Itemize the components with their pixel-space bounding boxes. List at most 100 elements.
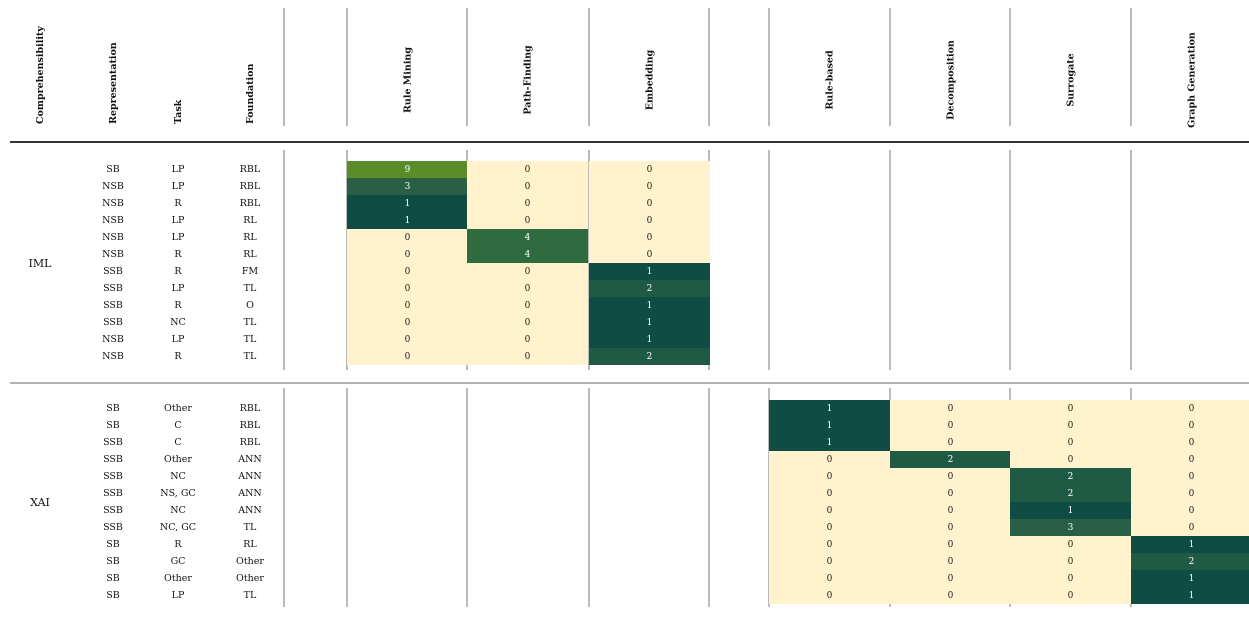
cell-value: 0 bbox=[1068, 455, 1074, 465]
representation-label: SSB bbox=[103, 488, 123, 499]
heatmap-cell bbox=[589, 314, 710, 331]
cell-value: 1 bbox=[647, 318, 653, 328]
representation-label: NSB bbox=[102, 215, 124, 226]
task-label: Other bbox=[164, 454, 192, 465]
cell-value: 0 bbox=[948, 523, 954, 533]
heatmap-cell bbox=[1010, 485, 1131, 502]
task-label: LP bbox=[172, 232, 185, 243]
heatmap-cell bbox=[467, 263, 588, 280]
cell-value: 0 bbox=[1189, 455, 1195, 465]
heatmap-cell bbox=[467, 280, 588, 297]
cell-value: 0 bbox=[827, 455, 833, 465]
cell-value: 1 bbox=[827, 404, 833, 414]
task-label: NC bbox=[170, 505, 186, 516]
cell-value: 0 bbox=[647, 216, 653, 226]
heatmap-cell bbox=[1010, 451, 1131, 468]
cell-value: 0 bbox=[948, 404, 954, 414]
heatmap-cell bbox=[589, 348, 710, 365]
heatmap-cell bbox=[890, 570, 1011, 587]
cell-value: 1 bbox=[405, 216, 411, 226]
task-label: LP bbox=[172, 181, 185, 192]
heatmap-cell bbox=[467, 314, 588, 331]
foundation-label: RBL bbox=[240, 437, 261, 448]
task-label: Other bbox=[164, 403, 192, 414]
foundation-label: TL bbox=[244, 334, 257, 345]
cell-value: 2 bbox=[1068, 472, 1074, 482]
heatmap-cell bbox=[1010, 519, 1131, 536]
heatmap-cell bbox=[467, 331, 588, 348]
column-header: Embedding bbox=[645, 49, 656, 110]
task-label: NC bbox=[170, 317, 186, 328]
task-label: LP bbox=[172, 590, 185, 601]
representation-label: SSB bbox=[103, 283, 123, 294]
cell-value: 0 bbox=[827, 506, 833, 516]
cell-value: 4 bbox=[525, 233, 531, 243]
heatmap-cell bbox=[1131, 434, 1249, 451]
heatmap-cell bbox=[1131, 417, 1249, 434]
task-label: R bbox=[174, 539, 182, 550]
heatmap-cell bbox=[769, 400, 890, 417]
heatmap-cell bbox=[890, 536, 1011, 553]
cell-value: 0 bbox=[647, 250, 653, 260]
representation-label: NSB bbox=[102, 334, 124, 345]
heatmap-cell bbox=[1131, 485, 1249, 502]
representation-label: NSB bbox=[102, 198, 124, 209]
foundation-label: TL bbox=[244, 590, 257, 601]
heatmap-cell bbox=[890, 400, 1011, 417]
cell-value: 0 bbox=[1068, 591, 1074, 601]
representation-label: SSB bbox=[103, 522, 123, 533]
cell-value: 0 bbox=[525, 301, 531, 311]
heatmap-cell bbox=[589, 280, 710, 297]
foundation-label: ANN bbox=[237, 488, 262, 499]
heatmap-cell bbox=[467, 297, 588, 314]
heatmap-cell bbox=[1131, 502, 1249, 519]
cell-value: 0 bbox=[525, 284, 531, 294]
task-label: R bbox=[174, 266, 182, 277]
heatmap-cell bbox=[347, 331, 468, 348]
cell-value: 9 bbox=[405, 165, 411, 175]
foundation-label: TL bbox=[244, 317, 257, 328]
representation-label: NSB bbox=[102, 249, 124, 260]
heatmap-cell bbox=[589, 246, 710, 263]
heatmap-cell bbox=[1010, 553, 1131, 570]
cell-value: 1 bbox=[405, 199, 411, 209]
representation-label: SSB bbox=[103, 317, 123, 328]
cell-value: 0 bbox=[647, 182, 653, 192]
cell-value: 0 bbox=[827, 489, 833, 499]
task-label: R bbox=[174, 351, 182, 362]
row-header-label: Comprehensibility bbox=[35, 26, 46, 124]
heatmap-cell bbox=[467, 246, 588, 263]
cell-value: 1 bbox=[827, 421, 833, 431]
cell-value: 0 bbox=[525, 199, 531, 209]
representation-label: NSB bbox=[102, 181, 124, 192]
cell-value: 2 bbox=[647, 352, 653, 362]
group-label: IML bbox=[29, 257, 53, 270]
heatmap-cell bbox=[589, 161, 710, 178]
heatmap-cell bbox=[1131, 570, 1249, 587]
representation-label: SB bbox=[106, 556, 120, 567]
heatmap-cell bbox=[1010, 434, 1131, 451]
heatmap-cell bbox=[589, 212, 710, 229]
cell-value: 0 bbox=[1189, 523, 1195, 533]
cell-value: 0 bbox=[827, 540, 833, 550]
heatmap-cell bbox=[589, 195, 710, 212]
cell-value: 0 bbox=[948, 557, 954, 567]
heatmap-cell bbox=[589, 331, 710, 348]
foundation-label: RBL bbox=[240, 164, 261, 175]
heatmap-cell bbox=[347, 297, 468, 314]
representation-label: NSB bbox=[102, 232, 124, 243]
cell-value: 2 bbox=[1068, 489, 1074, 499]
cell-value: 0 bbox=[827, 472, 833, 482]
foundation-label: RL bbox=[243, 232, 257, 243]
foundation-label: TL bbox=[244, 283, 257, 294]
representation-label: SB bbox=[106, 590, 120, 601]
cell-value: 0 bbox=[827, 574, 833, 584]
foundation-label: ANN bbox=[237, 471, 262, 482]
heatmap-cell bbox=[347, 178, 468, 195]
task-label: GC bbox=[171, 556, 186, 567]
cell-value: 3 bbox=[1068, 523, 1074, 533]
task-label: NC, GC bbox=[160, 522, 196, 533]
heatmap-cell bbox=[890, 519, 1011, 536]
row-header-label: Representation bbox=[108, 42, 119, 124]
